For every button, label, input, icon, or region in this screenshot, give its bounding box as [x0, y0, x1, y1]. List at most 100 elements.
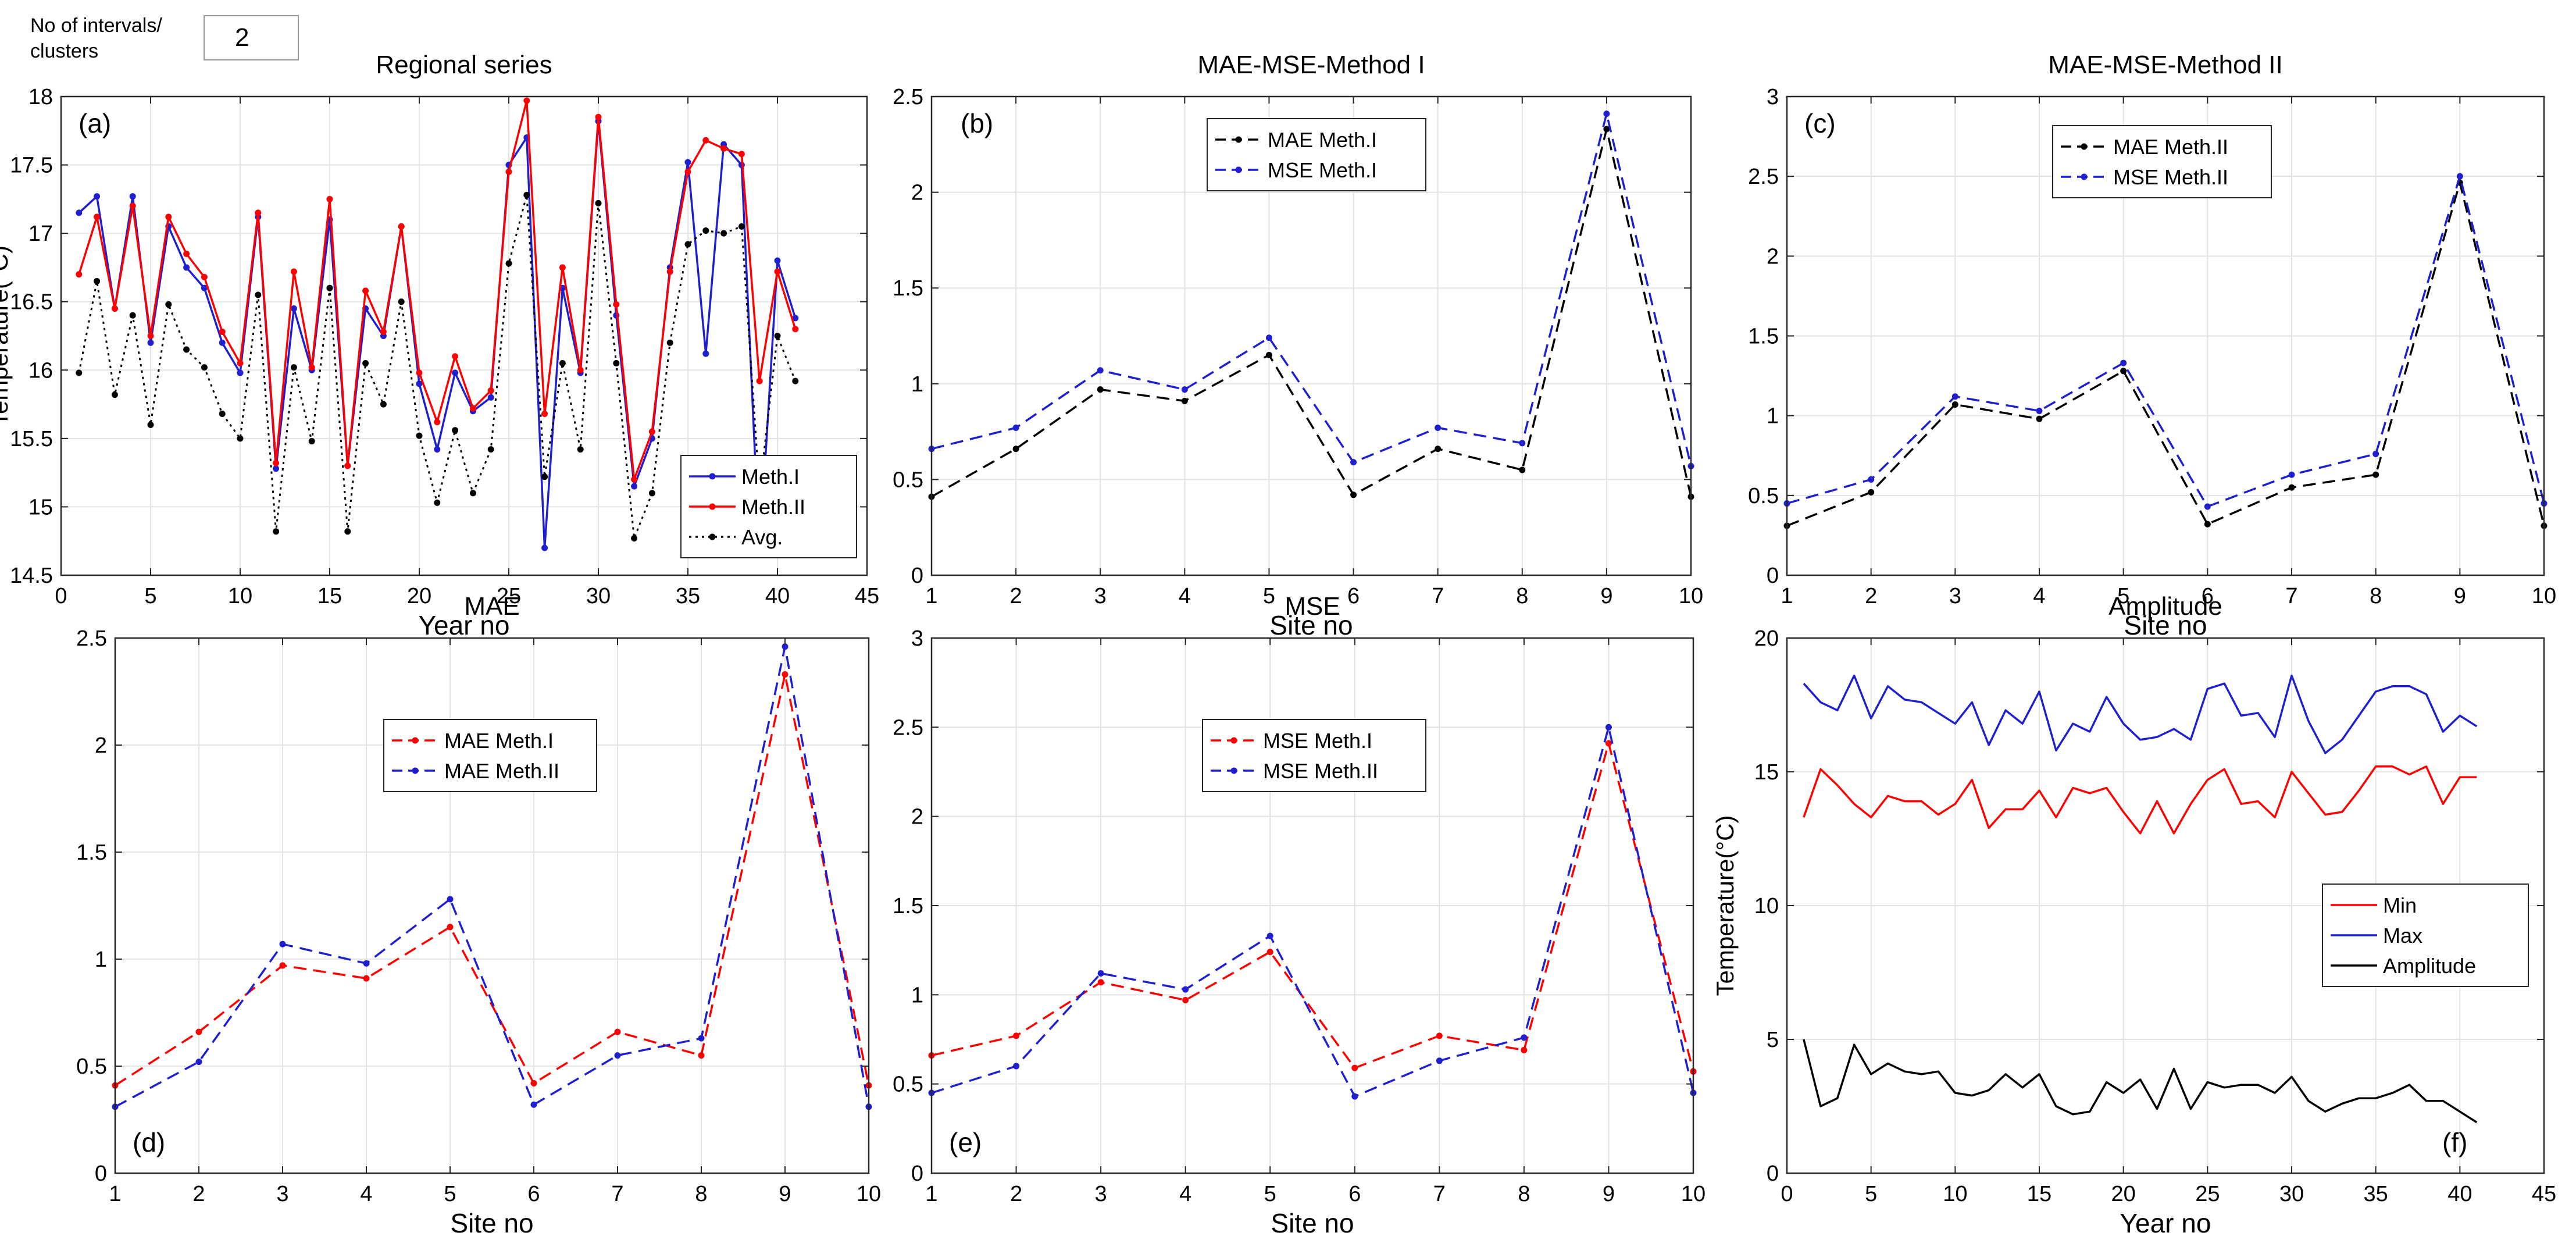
- x-tick-label: 6: [1347, 584, 1360, 608]
- data-point: [698, 1052, 705, 1059]
- y-tick-label: 2.5: [893, 85, 923, 109]
- data-point: [1182, 986, 1189, 993]
- x-tick-label: 1: [925, 1182, 937, 1206]
- data-point: [308, 364, 315, 371]
- y-tick-label: 0: [1767, 1162, 1779, 1186]
- data-point: [165, 213, 172, 220]
- chart-c: 1 2 3 4 5 6 7 8 9 10 0 0.5 1 1.5 2 2.5 3 MAE-MSE-Method I…: [1748, 51, 2556, 640]
- y-tick-label: 14.5: [10, 564, 53, 588]
- x-tick-label: 6: [527, 1182, 540, 1206]
- panel-label: (a): [79, 108, 111, 138]
- data-point: [111, 305, 118, 312]
- data-point: [183, 346, 190, 353]
- chart-title: MAE-MSE-Method II: [2048, 51, 2282, 79]
- x-tick-label: 8: [1516, 584, 1528, 608]
- data-point: [1951, 401, 1958, 408]
- y-tick-label: 2.5: [1748, 165, 1779, 189]
- y-tick-label: 2: [911, 805, 923, 829]
- x-tick-label: 4: [360, 1182, 372, 1206]
- x-tick-label: 30: [586, 584, 611, 608]
- data-point: [469, 490, 476, 497]
- x-tick-label: 25: [497, 584, 521, 608]
- data-point: [541, 473, 548, 480]
- x-tick-label: 45: [855, 584, 879, 608]
- data-point: [1012, 446, 1019, 453]
- legend-label: MSE Meth.I: [1268, 158, 1377, 182]
- panel-label: (b): [961, 108, 993, 138]
- panel-label: (c): [1804, 108, 1836, 138]
- data-point: [129, 312, 136, 319]
- legend-marker: [1230, 767, 1237, 774]
- data-point: [738, 151, 745, 158]
- data-point: [1603, 126, 1610, 133]
- data-point: [398, 223, 405, 230]
- data-point: [1097, 979, 1104, 986]
- data-point: [434, 446, 441, 453]
- y-tick-label: 20: [1754, 626, 1779, 651]
- data-point: [183, 250, 190, 257]
- data-point: [201, 364, 208, 371]
- chart-title: MAE: [464, 592, 519, 621]
- data-point: [290, 364, 297, 371]
- y-tick-label: 2: [95, 733, 107, 758]
- legend-label: Amplitude: [2383, 954, 2476, 978]
- legend-label: MAE Meth.I: [1268, 128, 1377, 152]
- legend-box: [1202, 719, 1426, 792]
- y-tick-label: 0: [911, 1162, 923, 1186]
- data-point: [613, 301, 620, 308]
- legend-marker: [412, 737, 419, 744]
- series-line-MAE Meth.II: [115, 645, 870, 1108]
- data-point: [380, 328, 387, 335]
- data-point: [1181, 386, 1188, 393]
- data-point: [1603, 111, 1610, 117]
- data-point: [1436, 1057, 1443, 1064]
- data-point: [1519, 466, 1526, 473]
- data-point: [2204, 503, 2211, 510]
- y-axis-label: Temperature(°C): [0, 245, 13, 426]
- legend-marker: [709, 533, 716, 540]
- legend-label: MSE Meth.II: [2113, 165, 2228, 189]
- axes-frame: [930, 95, 1692, 576]
- series-line-Amplitude: [1803, 1039, 2478, 1124]
- data-point: [702, 227, 709, 234]
- clusters-label: No of intervals/ clusters: [30, 15, 162, 62]
- x-tick-label: 8: [1518, 1182, 1530, 1206]
- y-tick-label: 0.5: [1748, 484, 1779, 508]
- data-point: [201, 273, 208, 280]
- chart-title: Regional series: [376, 51, 552, 79]
- x-tick-label: 5: [1264, 1182, 1276, 1206]
- x-tick-label: 3: [276, 1182, 288, 1206]
- data-point: [326, 195, 333, 202]
- legend: MAE Meth.I MSE Meth.I: [1207, 118, 1426, 191]
- data-point: [666, 339, 673, 346]
- data-point: [559, 360, 566, 367]
- x-tick-label: 2: [1010, 584, 1022, 608]
- data-point: [219, 339, 226, 346]
- data-point: [279, 962, 286, 969]
- x-tick-label: 10: [1681, 1182, 1706, 1206]
- legend-marker: [709, 503, 716, 510]
- chart-title: Amplitude: [2108, 592, 2222, 621]
- data-point: [631, 535, 638, 542]
- data-point: [1435, 446, 1442, 453]
- x-tick-label: 5: [1865, 1182, 1877, 1206]
- panel-label: (f): [2442, 1127, 2467, 1157]
- data-point: [165, 301, 172, 308]
- data-point: [702, 350, 709, 357]
- x-tick-label: 35: [2364, 1182, 2388, 1206]
- x-axis-label: Year no: [419, 610, 510, 640]
- x-tick-label: 7: [2285, 584, 2297, 608]
- data-point: [792, 377, 799, 384]
- legend-marker: [1235, 166, 1242, 173]
- data-point: [1351, 1093, 1358, 1100]
- x-tick-label: 9: [1603, 1182, 1615, 1206]
- data-point: [452, 427, 459, 434]
- data-point: [326, 284, 333, 291]
- chart-d: 1 2 3 4 5 6 7 8 9 10 0 0.5 1 1.5 2 2.5 MAE Site no (d) MAE …: [76, 592, 881, 1238]
- y-tick-label: 0: [911, 564, 923, 588]
- clusters-input[interactable]: 2: [204, 15, 299, 60]
- legend-marker: [709, 473, 716, 480]
- data-point: [237, 435, 244, 442]
